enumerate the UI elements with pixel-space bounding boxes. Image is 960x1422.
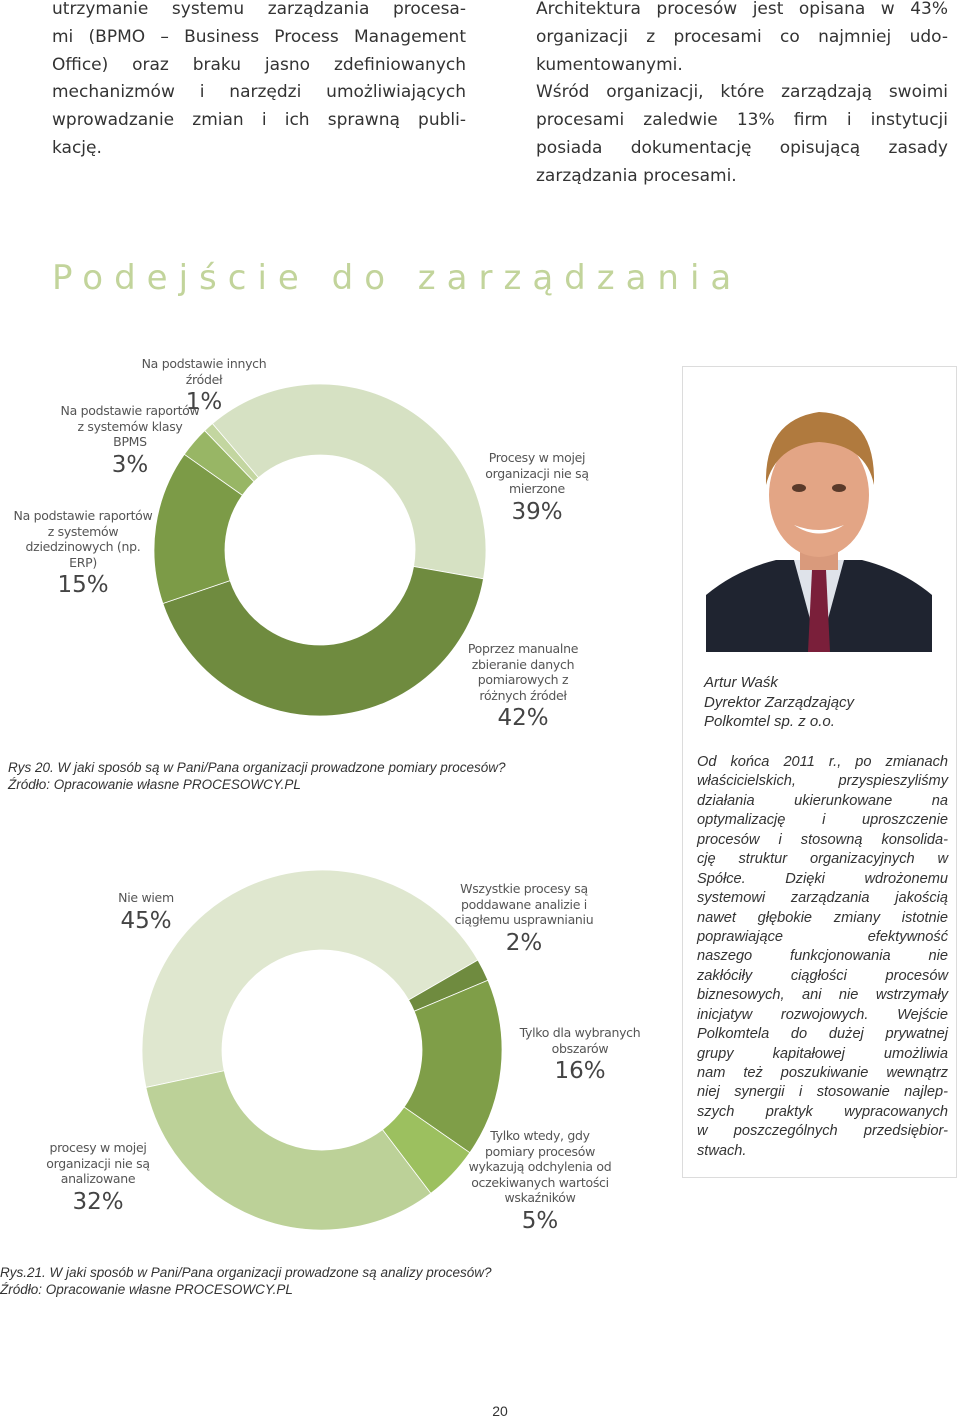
caption: Rys.21. W jaki sposób w Pani/Pana organi…	[0, 1265, 492, 1280]
text-line: mi (BPMO – Business Process Management	[52, 26, 466, 47]
text-line: zarządzania procesami.	[536, 165, 737, 186]
source: Źródło: Opracowanie własne PROCESOWCY.PL	[0, 1282, 293, 1297]
category-label: Na podstawie innych źródeł	[141, 356, 267, 387]
caption: Rys 20. W jaki sposób są w Pani/Pana org…	[8, 760, 506, 775]
quote-line: nawet głębokie zmiany istotnie	[697, 909, 948, 926]
quote-line: Spółce. Dzięki wdrożonemu	[697, 870, 948, 887]
quote-line: w poszczególnych przedsiębior-	[697, 1123, 948, 1140]
category-label: Poprzez manualne zbieranie danych pomiar…	[467, 641, 579, 703]
text-line: kumentowanymi.	[536, 54, 683, 75]
value-label: 45%	[120, 907, 172, 934]
value-label: 16%	[554, 1058, 606, 1084]
category-label: Na podstawie raportów z systemów klasy B…	[60, 403, 200, 449]
text-line: kację.	[52, 137, 102, 158]
quote-line: niej synergii i stosowanie najlep-	[697, 1084, 948, 1101]
sidebar-box	[682, 366, 957, 1178]
value-label: 5%	[521, 1207, 559, 1234]
quote-line: właścicielskich, przyspieszyliśmy	[697, 773, 948, 790]
quote-line: poprawiające efektywność	[697, 928, 948, 945]
donut-slice	[141, 869, 479, 1088]
person-name: Artur Waśk	[704, 674, 778, 691]
value-label: 3%	[111, 451, 149, 478]
slice-label: Poprzez manualne zbieranie danych pomiar…	[458, 641, 588, 733]
photo	[706, 390, 932, 652]
value-label: 32%	[72, 1188, 124, 1215]
value-label: 2%	[505, 929, 543, 956]
text-line: utrzymanie systemu zarządzania procesa-	[52, 0, 466, 19]
category-label: Na podstawie raportów z systemów dziedzi…	[13, 508, 153, 570]
person-position: Dyrektor Zarządzający	[704, 693, 855, 711]
quote-line: cję struktur organizacyjnych w	[697, 851, 948, 868]
value-label: 1%	[185, 389, 223, 415]
donut-slice	[145, 1070, 432, 1231]
donut-slice	[162, 566, 484, 717]
slice-label: procesy w mojej organizacji nie są anali…	[33, 1140, 163, 1217]
text-line: organizacji z procesami co najmniej udo-	[536, 26, 948, 47]
left-column: utrzymanie systemu zarządzania procesa-m…	[52, 0, 466, 163]
value-label: 42%	[497, 705, 549, 731]
category-label: Wszystkie procesy są poddawane analizie …	[454, 881, 594, 927]
quote-line: Od końca 2011 r., po zmianach	[697, 754, 948, 770]
category-label: procesy w mojej organizacji nie są anali…	[46, 1140, 150, 1186]
text-line: procesami zaledwie 13% firm i instytucji	[536, 110, 948, 131]
slice-label: Wszystkie procesy są poddawane analizie …	[444, 881, 604, 958]
text-line: Architektura procesów jest opisana w 43%	[536, 0, 948, 19]
text-line: Wśród organizacji, które zarządzają swoi…	[536, 82, 948, 103]
text-line: Office) oraz braku jasno zdefiniowanych	[52, 54, 466, 75]
value-label: 39%	[511, 498, 563, 525]
quote-line: nam też poszukiwanie wewnątrz	[697, 1065, 948, 1081]
person-info: Artur Waśk Dyrektor Zarządzający Polkomt…	[704, 673, 854, 732]
right-column: Architektura procesów jest opisana w 43%…	[536, 0, 948, 191]
quote-line: stwach.	[697, 1142, 747, 1159]
slice-label: Na podstawie raportów z systemów dziedzi…	[13, 508, 153, 600]
quote-line: inicjatyw rozwojowych. Wejście	[697, 1006, 948, 1023]
slice-label: Na podstawie raportów z systemów klasy B…	[60, 403, 200, 480]
text-line: mechanizmów i narzędzi umożliwiających	[52, 82, 466, 103]
quote-line: optymalizację i uproszczenie	[697, 812, 948, 829]
slice-label: Tylko dla wybranych obszarów 16%	[505, 1025, 655, 1086]
quote-line: zakłóciły ciągłości procesów	[697, 967, 948, 984]
quote-line: szych praktyk wypracowanych	[697, 1103, 948, 1120]
category-label: Tylko wtedy, gdy pomiary procesów wykazu…	[468, 1128, 612, 1205]
page-number: 20	[492, 1403, 508, 1419]
category-label: Procesy w mojej organizacji nie są mierz…	[485, 450, 589, 496]
quote-line: działania ukierunkowane na	[697, 792, 948, 809]
quote-line: naszego funkcjonowania nie	[697, 948, 948, 965]
person-company: Polkomtel sp. z o.o.	[704, 713, 835, 730]
quote: Od końca 2011 r., po zmianach właściciels…	[697, 753, 948, 1161]
value-label: 15%	[57, 572, 109, 598]
quote-line: systemowi zarządzania jakością	[697, 890, 948, 907]
quote-line: biznesowych, ani nie wstrzymały	[697, 987, 948, 1004]
slice-label: Tylko wtedy, gdy pomiary procesów wykazu…	[465, 1128, 615, 1236]
slice-label: Procesy w mojej organizacji nie są mierz…	[477, 450, 597, 527]
source: Źródło: Opracowanie własne PROCESOWCY.PL	[8, 777, 301, 792]
text-line: wprowadzanie zmian i ich sprawną publi-	[52, 110, 466, 131]
quote-line: Polkomtela do dużej prywatnej	[697, 1026, 948, 1043]
quote-line: procesów i stosowną konsolida-	[697, 831, 948, 848]
donut-slice	[211, 383, 487, 580]
text-line: posiada dokumentację opisującą zasady	[536, 137, 948, 158]
donut-slice	[204, 423, 259, 483]
category-label: Tylko dla wybranych obszarów	[519, 1025, 641, 1056]
quote-line: grupy kapitałowej umożliwia	[697, 1045, 948, 1062]
slice-label: Nie wiem 45%	[96, 890, 196, 936]
category-label: Nie wiem	[118, 890, 174, 905]
slice-label: Na podstawie innych źródeł 1%	[129, 356, 279, 417]
section-heading: Podejście do zarządzania	[52, 258, 743, 298]
